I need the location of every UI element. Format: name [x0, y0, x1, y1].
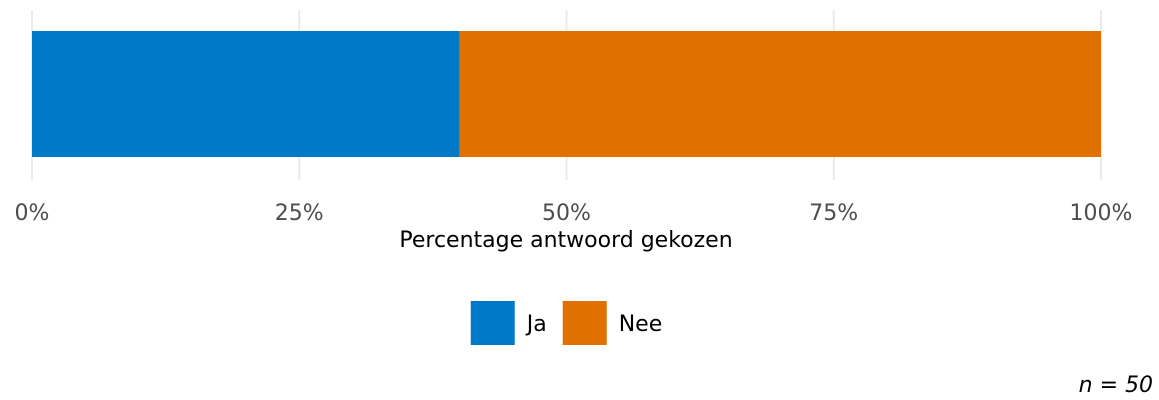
legend-key-ja — [470, 301, 515, 345]
x-tick-label: 100% — [1070, 201, 1133, 226]
bar-segment-ja — [32, 31, 460, 157]
sample-size-caption: n = 50 — [1079, 373, 1153, 398]
x-tick-label: 75% — [809, 201, 858, 226]
legend-label-ja: Ja — [525, 312, 547, 337]
x-tick-label: 0% — [15, 201, 50, 226]
x-tick-labels: 0% 25% 50% 75% 100% — [15, 201, 1133, 226]
x-tick-label: 50% — [542, 201, 591, 226]
bar-segment-nee — [459, 31, 1102, 157]
x-axis-title: Percentage antwoord gekozen — [399, 228, 732, 253]
legend: Ja Nee — [470, 301, 663, 345]
legend-key-nee — [562, 301, 607, 345]
legend-label-nee: Nee — [619, 312, 663, 337]
bars — [32, 31, 1102, 157]
x-tick-label: 25% — [275, 201, 324, 226]
